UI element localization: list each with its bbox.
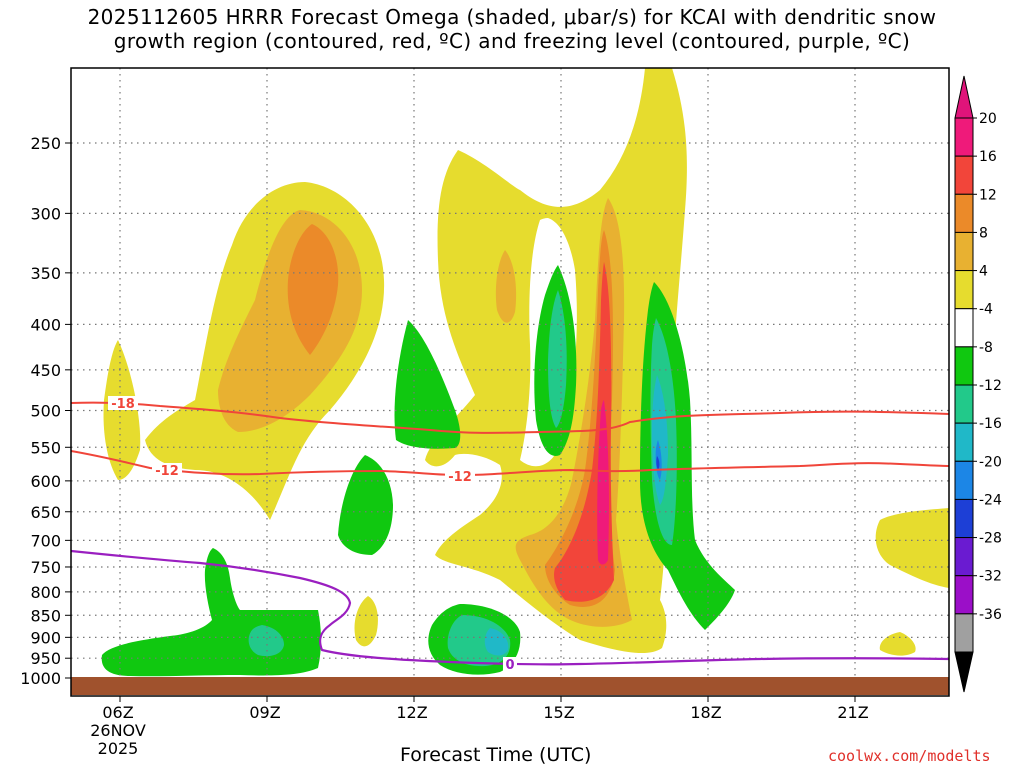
omega-area: [338, 455, 393, 555]
colorbar-label: -8: [979, 340, 993, 356]
omega-area: [597, 400, 609, 565]
x-tick-label: 09Z: [249, 703, 280, 722]
colorbar-arrow-top: [954, 75, 974, 119]
y-tick-label: 1000: [20, 669, 61, 688]
colorbar-swatch: [954, 308, 974, 348]
contour-label: 0: [503, 657, 517, 673]
omega-area: [652, 375, 668, 505]
site-credit: coolwx.com/modelts: [828, 747, 991, 765]
y-tick-label: 750: [30, 558, 61, 577]
colorbar-swatch: [954, 575, 974, 615]
colorbar-label: -12: [979, 378, 1002, 394]
colorbar-swatch: [954, 422, 974, 462]
chart-title-line1: 2025112605 HRRR Forecast Omega (shaded, …: [87, 5, 937, 29]
colorbar-label: -20: [979, 454, 1002, 470]
colorbar-swatch: [954, 231, 974, 272]
svg-text:-12: -12: [155, 464, 179, 479]
omega-area: [495, 250, 517, 323]
y-tick-label: 450: [30, 361, 61, 380]
contour-label: -12: [152, 463, 182, 479]
omega-shading: [101, 68, 949, 677]
colorbar-swatch: [954, 384, 974, 424]
colorbar-label: 12: [979, 187, 997, 203]
x-axis-label: Forecast Time (UTC): [400, 744, 592, 766]
omega-area: [875, 508, 949, 588]
contours: -18 -12 -12 0: [71, 396, 949, 673]
ground-bar: [71, 677, 949, 695]
colorbar-label: -16: [979, 416, 1002, 432]
svg-text:-18: -18: [111, 397, 135, 412]
x-tick-label: 21Z: [837, 703, 868, 722]
contour-label: -12: [445, 469, 475, 485]
colorbar-swatch: [954, 193, 974, 233]
omega-area: [879, 632, 916, 656]
y-tick-label: 400: [30, 315, 61, 334]
x-tick-label: 18Z: [690, 703, 721, 722]
colorbar: 20 16 12 8 4 -4 -8 -12 -16 -20 -24 -28 -32 -36: [954, 75, 1002, 693]
y-tick-label: 550: [30, 438, 61, 457]
colorbar-label: -32: [979, 569, 1002, 585]
x-tick-label: 12Z: [396, 703, 427, 722]
y-tick-label: 250: [30, 134, 61, 153]
colorbar-swatch: [954, 498, 974, 539]
colorbar-swatch: [954, 155, 974, 195]
colorbar-swatch: [954, 460, 974, 500]
omega-area: [354, 596, 378, 647]
colorbar-label: -28: [979, 531, 1002, 547]
x-tick-label: 06Z: [102, 703, 133, 722]
y-tick-label: 900: [30, 628, 61, 647]
omega-area: [287, 224, 339, 355]
y-tick-label: 300: [30, 204, 61, 223]
x-tick-label: 15Z: [543, 703, 574, 722]
omega-area: [656, 456, 660, 470]
colorbar-label: 16: [979, 149, 997, 165]
colorbar-swatch: [954, 537, 974, 577]
colorbar-arrow-bottom: [954, 651, 974, 693]
y-tick-label: 700: [30, 531, 61, 550]
y-tick-label: 650: [30, 503, 61, 522]
contour-line: [71, 549, 949, 666]
y-tick-label: 600: [30, 472, 61, 491]
y-axis: 250 300 350 400 450 500 550 600 650 700 750 800 850 9…: [20, 134, 71, 688]
colorbar-label: -36: [979, 607, 1002, 623]
svg-text:0: 0: [505, 658, 514, 673]
y-tick-label: 850: [30, 606, 61, 625]
y-tick-label: 350: [30, 264, 61, 283]
colorbar-label: 4: [979, 264, 988, 280]
omega-area: [425, 68, 687, 654]
x-date-label: 2025: [98, 739, 139, 758]
plot-frame: [70, 67, 950, 697]
omega-area: [484, 628, 509, 656]
y-tick-label: 500: [30, 402, 61, 421]
colorbar-swatch: [954, 270, 974, 310]
omega-area: [248, 625, 284, 657]
contour-line: [71, 401, 949, 434]
y-tick-label: 950: [30, 649, 61, 668]
svg-text:-12: -12: [448, 470, 472, 485]
omega-area: [548, 290, 567, 428]
x-date-label: 26NOV: [90, 721, 146, 740]
chart-title-line2: growth region (contoured, red, ºC) and f…: [113, 29, 911, 53]
colorbar-swatch: [954, 613, 974, 653]
colorbar-label: -4: [979, 302, 993, 318]
colorbar-label: -24: [979, 492, 1002, 508]
colorbar-label: 20: [979, 111, 997, 127]
y-tick-label: 800: [30, 583, 61, 602]
colorbar-swatch: [954, 346, 974, 386]
colorbar-label: 8: [979, 225, 988, 241]
contour-label: -18: [108, 396, 138, 412]
omega-area: [394, 320, 461, 449]
colorbar-swatch: [954, 117, 974, 157]
contour-line: [71, 450, 949, 477]
